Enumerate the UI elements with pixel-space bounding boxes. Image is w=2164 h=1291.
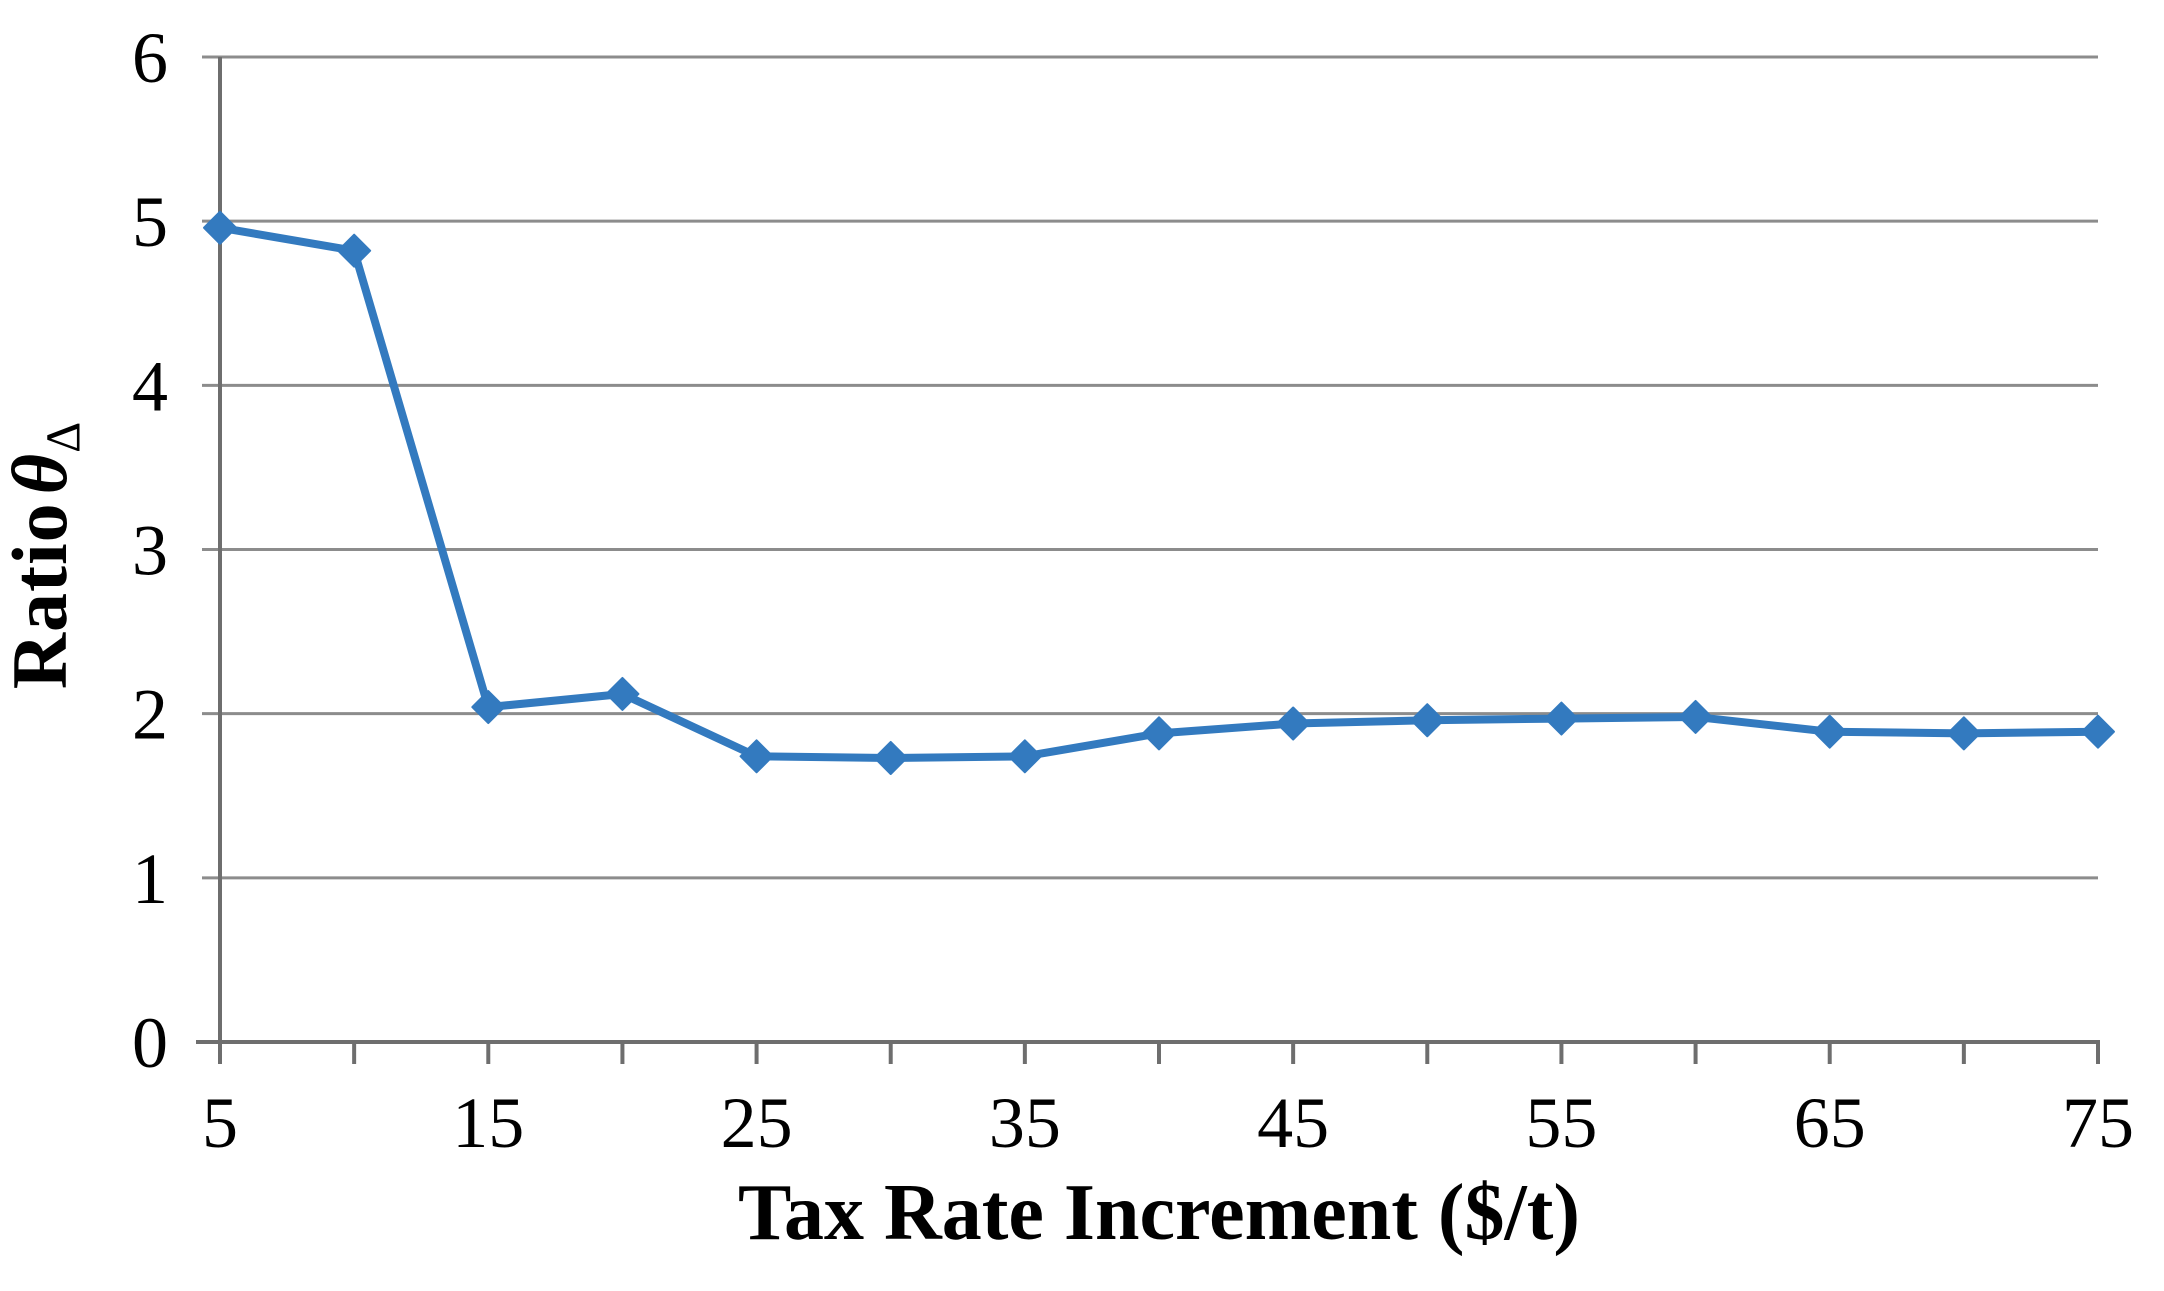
- y-tick-label-3: 3: [132, 511, 168, 591]
- x-tick-label-55: 55: [1525, 1083, 1597, 1163]
- data-point-marker-x30: [873, 740, 908, 775]
- delta-subscript: Δ: [37, 420, 91, 453]
- x-tick-label-35: 35: [989, 1083, 1061, 1163]
- x-tick-label-75: 75: [2062, 1083, 2134, 1163]
- data-point-marker-x10: [337, 233, 372, 268]
- data-point-marker-x65: [1812, 714, 1847, 749]
- y-axis-title: Ratio θΔ: [0, 55, 91, 1055]
- data-point-marker-x50: [1410, 703, 1445, 738]
- y-tick-label-0: 0: [132, 1003, 168, 1083]
- y-tick-label-5: 5: [132, 182, 168, 262]
- data-point-marker-x45: [1276, 706, 1311, 741]
- x-tick-label-15: 15: [452, 1083, 524, 1163]
- data-point-marker-x20: [605, 676, 640, 711]
- y-tick-label-4: 4: [132, 346, 168, 426]
- data-point-marker-x35: [1007, 739, 1042, 774]
- x-tick-label-25: 25: [721, 1083, 793, 1163]
- x-tick-label-5: 5: [202, 1083, 238, 1163]
- data-point-marker-x25: [739, 739, 774, 774]
- y-tick-label-1: 1: [132, 839, 168, 919]
- data-point-marker-x55: [1544, 701, 1579, 736]
- data-point-marker-x40: [1142, 716, 1176, 751]
- y-tick-label-2: 2: [132, 675, 168, 755]
- data-point-marker-x70: [1946, 716, 1981, 751]
- data-point-marker-x15: [471, 690, 506, 725]
- x-axis-title: Tax Rate Increment ($/t): [737, 1169, 1581, 1257]
- y-tick-label-6: 6: [132, 18, 168, 98]
- series-line: [216, 223, 2102, 762]
- x-tick-label-65: 65: [1794, 1083, 1866, 1163]
- data-point-marker-x5: [203, 210, 237, 245]
- theta-symbol: θ: [0, 452, 83, 495]
- data-point-marker-x60: [1678, 699, 1713, 734]
- y-axis-title-text: Ratio: [0, 502, 83, 690]
- data-point-marker-x75: [2081, 714, 2115, 749]
- x-tick-label-45: 45: [1257, 1083, 1329, 1163]
